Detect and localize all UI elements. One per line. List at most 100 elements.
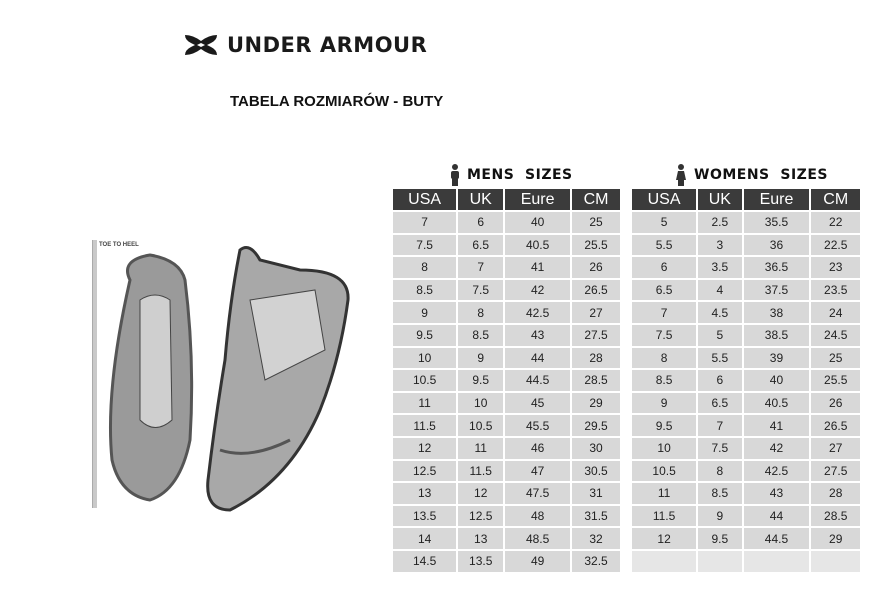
woman-icon (676, 164, 686, 186)
table-cell: 8.5 (458, 324, 504, 346)
brand-logo: UNDER ARMOUR (183, 33, 427, 57)
table-cell: 8.5 (698, 483, 742, 504)
table-cell: 8.5 (632, 370, 697, 391)
table-cell: 6 (458, 212, 504, 233)
table-cell: 7.5 (458, 279, 504, 301)
table-row: 12 9.5 44.5 29 (632, 528, 860, 549)
table-cell: 11.5 (458, 460, 504, 482)
table-row: 8 7 41 26 (393, 257, 620, 278)
table-cell: 5.5 (632, 234, 697, 256)
table-cell: 26 (572, 257, 620, 278)
table-cell: 9 (698, 505, 742, 527)
table-cell: 49 (505, 550, 571, 572)
column-header: CM (572, 189, 620, 210)
table-cell: 43 (505, 324, 571, 346)
table-cell: 40 (743, 370, 810, 391)
table-cell: 11 (458, 437, 504, 459)
table-cell: 36.5 (743, 257, 810, 278)
table-row: 6 3.5 36.5 23 (632, 257, 860, 278)
table-cell: 47 (505, 460, 571, 482)
table-cell: 8.5 (393, 279, 457, 301)
table-cell: 38.5 (743, 324, 810, 346)
table-cell: 31 (572, 483, 620, 504)
table-cell: 4.5 (698, 302, 742, 323)
mens-sizes-label: MENS SIZES (467, 167, 573, 183)
table-cell: 8 (698, 460, 742, 482)
table-cell: 37.5 (743, 279, 810, 301)
table-cell: 3 (698, 234, 742, 256)
table-cell: 8 (632, 347, 697, 369)
table-cell: 44.5 (505, 370, 571, 391)
table-row: 8 5.5 39 25 (632, 347, 860, 369)
table-cell: 11 (632, 483, 697, 504)
table-row: 10.5 8 42.5 27.5 (632, 460, 860, 482)
table-cell: 28.5 (811, 505, 860, 527)
table-cell: 10 (393, 347, 457, 369)
table-row: 8.5 6 40 25.5 (632, 370, 860, 391)
table-cell: 22 (811, 212, 860, 233)
table-cell: 10.5 (393, 370, 457, 391)
table-cell: 11.5 (632, 505, 697, 527)
table-cell: 45.5 (505, 415, 571, 436)
table-cell: 28 (811, 483, 860, 504)
man-icon (451, 164, 459, 186)
table-row: 7 4.5 38 24 (632, 302, 860, 323)
table-cell: 26 (811, 392, 860, 414)
table-cell: 7.5 (393, 234, 457, 256)
table-cell: 44.5 (743, 528, 810, 549)
table-cell: 10.5 (632, 460, 697, 482)
table-row: 14.5 13.5 49 32.5 (393, 550, 620, 572)
table-cell: 6 (698, 370, 742, 391)
table-cell: 27.5 (811, 460, 860, 482)
table-cell: 3.5 (698, 257, 742, 278)
table-cell: 9 (458, 347, 504, 369)
table-cell: 26.5 (572, 279, 620, 301)
table-cell: 26.5 (811, 415, 860, 436)
table-row: 7.5 5 38.5 24.5 (632, 324, 860, 346)
table-cell: 10 (632, 437, 697, 459)
table-row: 6.5 4 37.5 23.5 (632, 279, 860, 301)
table-cell: 42.5 (743, 460, 810, 482)
table-row: 10 7.5 42 27 (632, 437, 860, 459)
table-cell: 9 (632, 392, 697, 414)
column-header: USA (393, 189, 457, 210)
table-cell: 6.5 (458, 234, 504, 256)
header-row: USA UK Eure CM (632, 189, 860, 210)
table-cell: 41 (743, 415, 810, 436)
table-row: 5.5 3 36 22.5 (632, 234, 860, 256)
table-cell: 7.5 (632, 324, 697, 346)
table-row: 11.5 10.5 45.5 29.5 (393, 415, 620, 436)
table-row: 10.5 9.5 44.5 28.5 (393, 370, 620, 391)
table-cell: 7 (632, 302, 697, 323)
table-cell: 44 (505, 347, 571, 369)
mens-sizes-title: MENS SIZES (450, 164, 573, 186)
table-cell: 10.5 (458, 415, 504, 436)
table-cell: 28 (572, 347, 620, 369)
table-cell: 11.5 (393, 415, 457, 436)
table-cell: 13.5 (393, 505, 457, 527)
table-cell: 7 (393, 212, 457, 233)
length-ruler (92, 240, 97, 508)
table-cell: 9 (393, 302, 457, 323)
table-cell: 25.5 (811, 370, 860, 391)
table-row: 13.5 12.5 48 31.5 (393, 505, 620, 527)
table-row: 9.5 8.5 43 27.5 (393, 324, 620, 346)
table-cell: 12.5 (458, 505, 504, 527)
table-cell: 9.5 (393, 324, 457, 346)
table-row: 13 12 47.5 31 (393, 483, 620, 504)
table-row: 7 6 40 25 (393, 212, 620, 233)
column-header: Eure (743, 189, 810, 210)
table-cell: 5 (632, 212, 697, 233)
table-cell: 48.5 (505, 528, 571, 549)
table-cell: 30.5 (572, 460, 620, 482)
table-cell (698, 550, 742, 572)
table-cell: 27.5 (572, 324, 620, 346)
womens-sizes-title: WOMENS SIZES (675, 164, 828, 186)
column-header: UK (698, 189, 742, 210)
table-cell: 28.5 (572, 370, 620, 391)
table-cell: 29 (572, 392, 620, 414)
table-row: 5 2.5 35.5 22 (632, 212, 860, 233)
table-cell: 27 (572, 302, 620, 323)
table-cell (811, 550, 860, 572)
table-cell: 23 (811, 257, 860, 278)
